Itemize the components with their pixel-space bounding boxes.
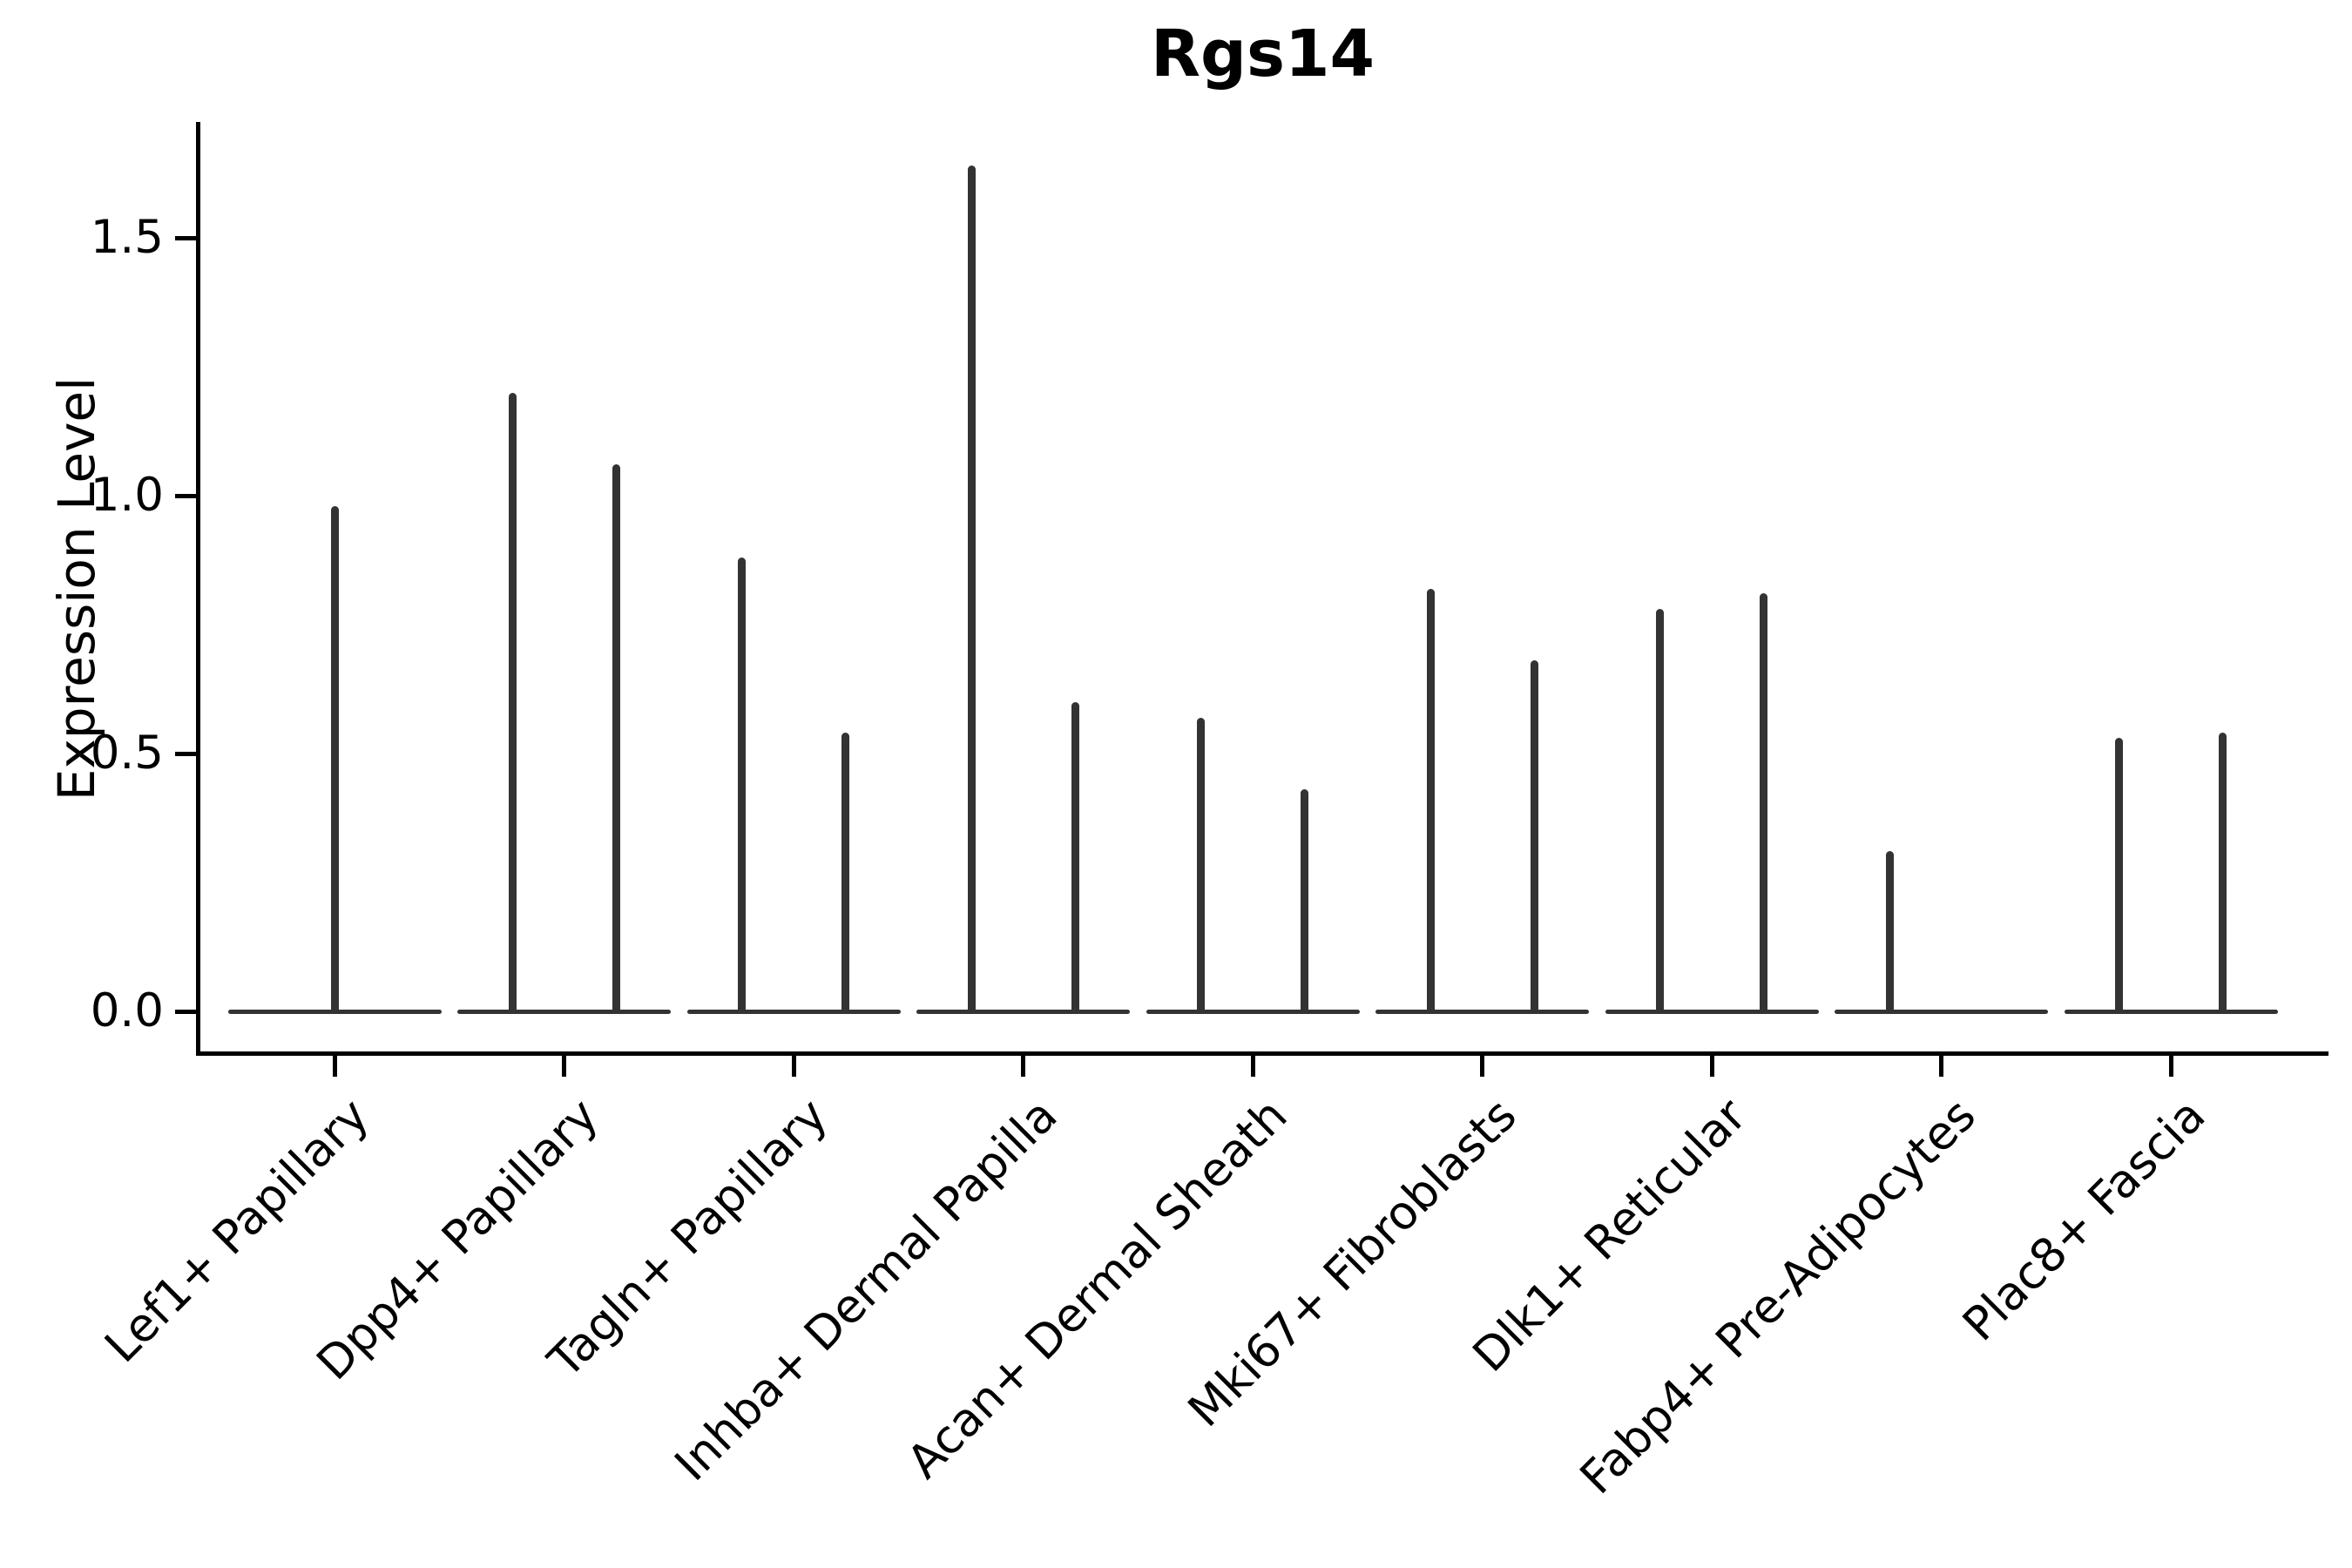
- violin-spike: [330, 505, 339, 1013]
- violin-spike: [1071, 701, 1079, 1013]
- violin-spike: [508, 392, 517, 1013]
- y-tick-label: 0.5: [90, 727, 164, 780]
- x-tick-mark: [1939, 1054, 1943, 1077]
- violin-baseline: [1146, 1009, 1360, 1014]
- violin-spike: [1426, 588, 1435, 1013]
- x-tick-mark: [1250, 1054, 1255, 1077]
- violin-baseline: [1375, 1009, 1589, 1014]
- x-tick-mark: [1480, 1054, 1484, 1077]
- violin-baseline: [916, 1009, 1130, 1014]
- y-tick-mark: [175, 1009, 196, 1014]
- violin-spike: [1530, 660, 1538, 1013]
- violin-spike: [2115, 738, 2123, 1013]
- violin-spike: [967, 166, 976, 1013]
- violin-spike: [738, 558, 746, 1013]
- x-tick-mark: [1021, 1054, 1025, 1077]
- x-tick-mark: [791, 1054, 796, 1077]
- y-tick-label: 1.0: [90, 469, 164, 522]
- x-tick-label: Acan+ Dermal Sheath: [896, 1088, 1298, 1490]
- x-tick-label: Fabp4+ Pre-Adipocytes: [1570, 1088, 1986, 1505]
- y-axis-line: [196, 122, 200, 1056]
- violin-spike: [612, 464, 620, 1013]
- violin-baseline: [457, 1009, 671, 1014]
- violin-spike: [1197, 717, 1205, 1013]
- violin-spike: [1885, 851, 1894, 1013]
- violin-spike: [1760, 593, 1767, 1013]
- y-tick-label: 1.5: [90, 211, 164, 264]
- violin-spike: [1656, 609, 1664, 1013]
- y-tick-mark: [175, 235, 196, 240]
- x-tick-label: Inhba+ Dermal Papilla: [665, 1088, 1068, 1491]
- y-tick-mark: [175, 751, 196, 756]
- x-tick-label: Plac8+ Fascia: [1952, 1088, 2216, 1352]
- violin-baseline: [2064, 1009, 2278, 1014]
- x-axis-line: [196, 1051, 2328, 1056]
- violin-baseline: [686, 1009, 901, 1014]
- violin-baseline: [1835, 1009, 2048, 1014]
- y-tick-label: 0.0: [90, 984, 164, 1037]
- violin-spike: [2219, 733, 2227, 1013]
- y-tick-mark: [175, 493, 196, 498]
- x-tick-mark: [332, 1054, 337, 1077]
- violin-spike: [1301, 789, 1308, 1013]
- violin-baseline: [1605, 1009, 1819, 1014]
- violin-spike: [841, 733, 849, 1013]
- x-tick-mark: [1709, 1054, 1714, 1077]
- chart-title: Rgs14: [1151, 17, 1375, 91]
- x-tick-mark: [2168, 1054, 2173, 1077]
- x-tick-mark: [562, 1054, 566, 1077]
